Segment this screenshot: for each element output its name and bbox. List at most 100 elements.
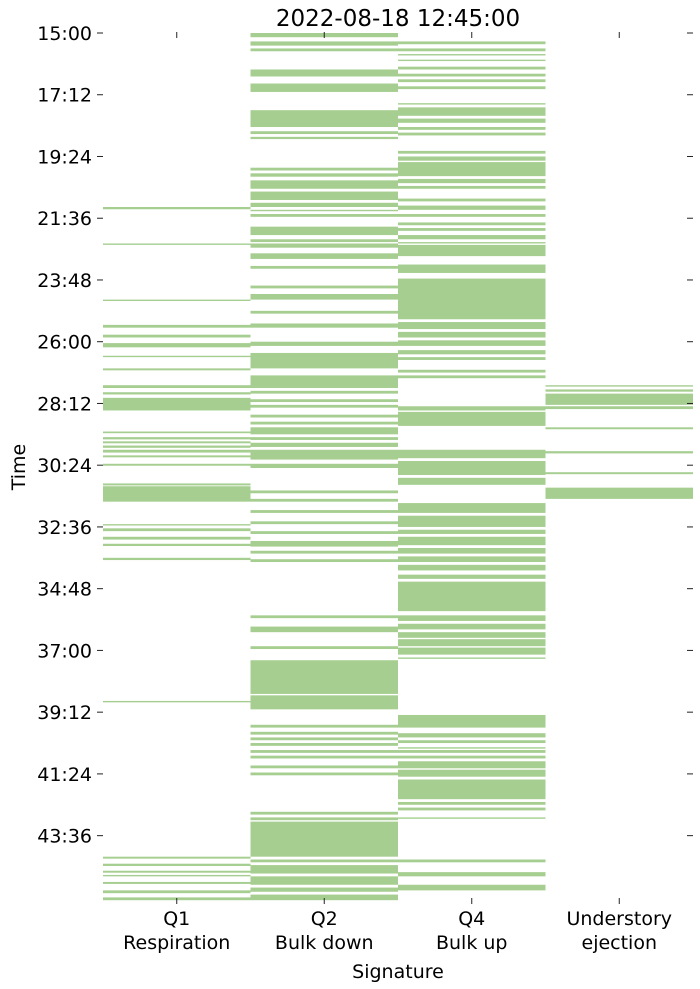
heatmap-cell: [250, 69, 398, 77]
heatmap-cell: [250, 821, 398, 857]
heatmap-cell: [398, 162, 546, 177]
heatmap-cell: [250, 83, 398, 92]
heatmap-cell: [103, 890, 251, 894]
heatmap-cell: [103, 528, 251, 532]
heatmap-cell: [250, 540, 398, 547]
heatmap-cell: [398, 779, 546, 800]
heatmap-cell: [398, 127, 546, 130]
heatmap-cell: [398, 198, 546, 202]
heatmap-cell: [250, 887, 398, 892]
heatmap-cell: [398, 615, 546, 621]
heatmap-cell: [398, 369, 546, 373]
heatmap-cell: [103, 881, 251, 884]
heatmap-cell: [103, 437, 251, 440]
y-tick-label: 30:24: [37, 455, 92, 477]
heatmap-cell: [398, 41, 546, 45]
heatmap-cell: [398, 107, 546, 116]
heatmap-cell: [250, 310, 398, 314]
heatmap-cell: [103, 863, 251, 866]
heatmap-cell: [250, 876, 398, 885]
heatmap-cell: [250, 214, 398, 217]
heatmap-cell: [250, 521, 398, 525]
heatmap-cell: [398, 375, 546, 379]
heatmap-cell: [250, 414, 398, 418]
y-tick-label: 15:00: [37, 23, 92, 45]
heatmap-cell: [250, 731, 398, 735]
heatmap-cell: [250, 427, 398, 435]
heatmap-cell: [250, 243, 398, 248]
heatmap-cell: [398, 859, 546, 863]
heatmap-cell: [398, 547, 546, 554]
heatmap-cell: [250, 626, 398, 633]
heatmap-cell: [398, 406, 546, 411]
heatmap-cell: [250, 399, 398, 403]
heatmap-cell: [398, 872, 546, 877]
y-tick-label: 28:12: [37, 393, 92, 415]
heatmap-cell: [398, 214, 546, 217]
heatmap-cell: [398, 118, 546, 123]
heatmap-cell: [398, 205, 546, 210]
heatmap-cell: [250, 375, 398, 389]
heatmap-cell: [398, 322, 546, 330]
heatmap-cell: [250, 136, 398, 140]
heatmap-cell: [398, 657, 546, 659]
heatmap-cell: [250, 463, 398, 468]
heatmap-cell: [250, 615, 398, 619]
heatmap-cell: [103, 324, 251, 328]
heatmap-cell: [250, 724, 398, 728]
heatmap-cell: [250, 894, 398, 901]
heatmap-cell: [398, 581, 546, 612]
heatmap-cell: [103, 870, 251, 873]
heatmap-cell: [250, 865, 398, 874]
heatmap-cell: [250, 167, 398, 171]
heatmap-cell: [250, 772, 398, 776]
y-tick-label: 32:36: [37, 517, 92, 539]
y-axis-label: Time: [8, 444, 30, 492]
heatmap-cell: [398, 235, 546, 240]
heatmap-cell: [398, 769, 546, 777]
heatmap-cell: [103, 207, 251, 210]
heatmap-cell: [250, 48, 398, 52]
heatmap-cell: [250, 180, 398, 189]
heatmap-cell: [250, 323, 398, 328]
heatmap-cell: [398, 536, 546, 546]
x-tick-label: Bulk down: [275, 932, 374, 954]
heatmap-cell: [103, 368, 251, 371]
heatmap-cell: [398, 79, 546, 83]
heatmap-cell: [250, 498, 398, 502]
heatmap-cell: [103, 243, 251, 245]
axis-ticks: [97, 32, 693, 904]
heatmap-cell: [250, 817, 398, 821]
heatmap-cell: [398, 477, 546, 485]
heatmap-cell: [398, 178, 546, 184]
heatmap-cell: [398, 150, 546, 154]
heatmap-cell: [103, 299, 251, 302]
heatmap-cell: [250, 811, 398, 815]
heatmap-cell: [545, 385, 693, 387]
heatmap-cell: [398, 460, 546, 476]
heatmap-cell: [250, 341, 398, 346]
heatmap-cell: [250, 550, 398, 554]
chart-title: 2022-08-18 12:45:00: [276, 6, 520, 32]
heatmap-cell: [398, 86, 546, 90]
heatmap-cell: [398, 228, 546, 231]
heatmap-cell: [398, 515, 546, 527]
heatmap-cell: [250, 510, 398, 513]
heatmap-cell: [250, 352, 398, 369]
y-tick-label: 17:12: [37, 85, 92, 107]
heatmap-cell: [250, 750, 398, 753]
heatmap-cell: [103, 856, 251, 859]
heatmap-cell: [250, 490, 398, 494]
heatmap-cell: [103, 874, 251, 877]
heatmap-cell: [250, 646, 398, 650]
heatmap-cell: [103, 483, 251, 486]
heatmap-cell: [545, 472, 693, 475]
heatmap-cell: [250, 173, 398, 177]
y-tick-label: 43:36: [37, 826, 92, 848]
heatmap-cell: [545, 406, 693, 410]
x-axis-label: Signature: [352, 961, 444, 983]
heatmap-cell: [103, 449, 251, 453]
heatmap-cell: [398, 503, 546, 513]
x-tick-label: Q4: [458, 908, 485, 930]
